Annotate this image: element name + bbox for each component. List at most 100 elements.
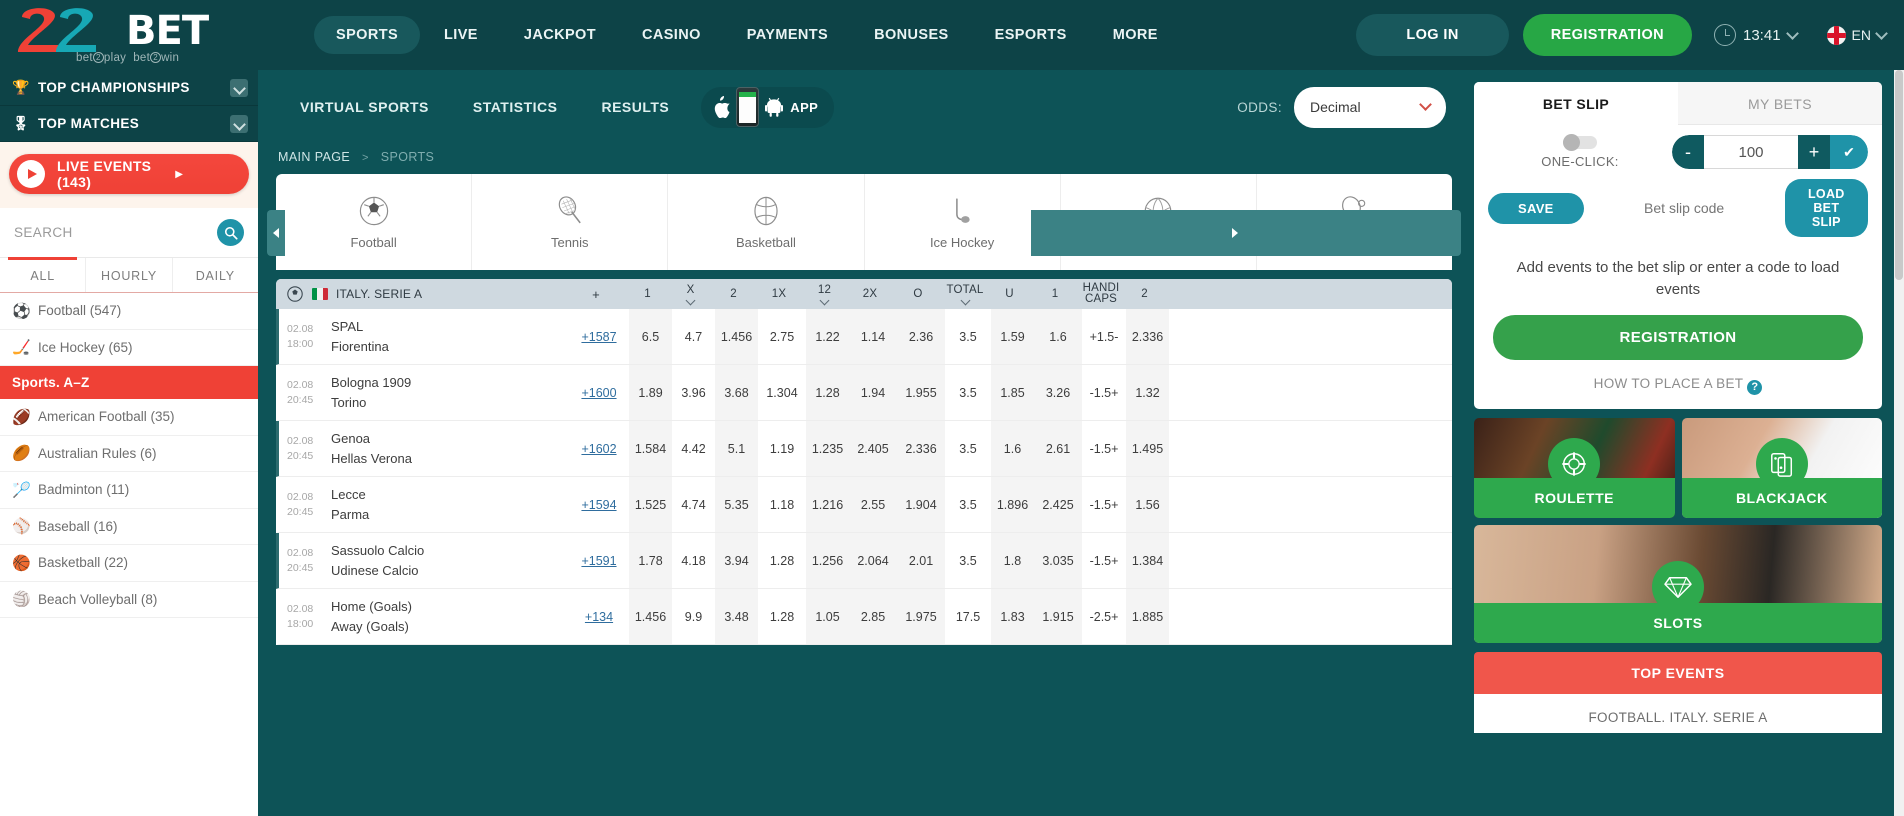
event-teams[interactable]: Sassuolo Calcio Udinese Calcio [331,533,569,588]
odd-cell[interactable]: 3.26 [1034,365,1082,420]
stake-confirm-button[interactable]: ✔ [1830,135,1868,169]
odd-cell[interactable]: 1.456 [629,589,672,644]
handicap-cell[interactable]: +1.5- [1089,329,1119,344]
odd-cell[interactable]: 2.336 [1126,309,1169,364]
top-events-first-item[interactable]: FOOTBALL. ITALY. SERIE A [1474,694,1882,733]
odd-cell[interactable]: 1.896 [991,477,1034,532]
odd-cell[interactable]: 1.885 [1126,589,1169,644]
login-button[interactable]: LOG IN [1356,14,1509,56]
save-button[interactable]: SAVE [1488,192,1584,224]
scrollbar-thumb[interactable] [1895,70,1903,280]
subnav-item-virtual-sports[interactable]: VIRTUAL SPORTS [300,99,429,115]
odd-cell[interactable]: 2.336 [897,421,945,476]
stake-increase-button[interactable]: + [1798,135,1830,169]
chevron-down-icon[interactable] [230,78,248,97]
odd-cell[interactable]: 1.384 [1126,533,1169,588]
search-input[interactable] [14,225,217,240]
nav-item-live[interactable]: LIVE [444,27,478,43]
breadcrumb-main-page[interactable]: MAIN PAGE [278,150,351,164]
sidebar-item-top-championships[interactable]: 🏆 TOP CHAMPIONSHIPS [0,70,258,106]
odd-cell[interactable]: 1.216 [806,477,849,532]
odd-cell[interactable]: 2.01 [897,533,945,588]
promo-card-roulette[interactable]: ROULETTE [1474,418,1675,518]
stake-value[interactable]: 100 [1704,135,1798,169]
language-selector[interactable]: EN [1826,25,1888,45]
nav-item-bonuses[interactable]: BONUSES [874,27,949,43]
sport-cell-basketball[interactable]: Basketball [668,174,865,270]
more-markets[interactable]: +1602 [581,441,617,456]
odds-format-select[interactable]: Decimal [1294,86,1446,128]
odd-cell[interactable]: 1.22 [806,309,849,364]
more-markets[interactable]: +1600 [581,385,617,400]
odd-cell[interactable]: 2.405 [849,421,897,476]
sport-cell-tennis[interactable]: Tennis [472,174,669,270]
total-cell[interactable]: 3.5 [959,553,977,568]
odd-cell[interactable]: 1.59 [991,309,1034,364]
strip-prev-button[interactable] [267,210,285,256]
odd-cell[interactable]: 3.035 [1034,533,1082,588]
odd-cell[interactable]: 9.9 [684,609,703,624]
nav-item-casino[interactable]: CASINO [641,27,701,43]
odd-cell[interactable]: 2.61 [1034,421,1082,476]
event-teams[interactable]: Lecce Parma [331,477,569,532]
odd-cell[interactable]: 2.85 [849,589,897,644]
more-markets[interactable]: +134 [584,609,614,624]
odd-cell[interactable]: 2.064 [849,533,897,588]
odd-cell[interactable]: 5.35 [715,477,758,532]
handicap-cell[interactable]: -1.5+ [1089,553,1119,568]
odd-cell[interactable]: 1.915 [1034,589,1082,644]
total-cell[interactable]: 3.5 [959,441,977,456]
handicap-cell[interactable]: -1.5+ [1089,441,1119,456]
load-bet-slip-button[interactable]: LOAD BET SLIP [1784,179,1868,237]
odd-cell[interactable]: 6.5 [629,309,672,364]
mobile-app-button[interactable]: APP [701,86,835,128]
sidebar-sport-beach-volleyball[interactable]: 🏐 Beach Volleyball (8) [0,582,258,618]
odd-cell[interactable]: 3.96 [681,385,706,400]
odd-cell[interactable]: 1.56 [1126,477,1169,532]
odd-cell[interactable]: 4.7 [684,329,703,344]
total-cell[interactable]: 3.5 [959,329,977,344]
odd-cell[interactable]: 1.525 [629,477,672,532]
odd-cell[interactable]: 1.8 [991,533,1034,588]
sidebar-item-top-matches[interactable]: 🎖 TOP MATCHES [0,106,258,142]
sidebar-sport-basketball[interactable]: 🏀 Basketball (22) [0,545,258,582]
bet-slip-registration-button[interactable]: REGISTRATION [1493,315,1863,360]
odd-cell[interactable]: 1.19 [769,441,795,456]
sidebar-sport-baseball[interactable]: ⚾ Baseball (16) [0,509,258,545]
clock-selector[interactable]: 13:41 [1714,24,1799,46]
stake-decrease-button[interactable]: - [1672,135,1704,169]
odd-cell[interactable]: 2.75 [769,329,795,344]
sidebar-sport-badminton[interactable]: 🏸 Badminton (11) [0,472,258,509]
odd-cell[interactable]: 5.1 [715,421,758,476]
tab-daily[interactable]: DAILY [195,269,235,283]
tab-bet-slip[interactable]: BET SLIP [1474,82,1678,125]
odd-cell[interactable]: 3.48 [715,589,758,644]
odd-cell[interactable]: 2.55 [849,477,897,532]
page-scrollbar[interactable] [1894,70,1904,816]
handicap-cell[interactable]: -2.5+ [1089,609,1119,624]
nav-item-more[interactable]: MORE [1112,27,1158,43]
odd-cell[interactable]: 2.425 [1034,477,1082,532]
more-markets[interactable]: +1594 [581,497,617,512]
live-events-button[interactable]: LIVE EVENTS (143) ▶ [9,154,249,194]
sport-cell-football[interactable]: Football [276,174,473,270]
odd-cell[interactable]: 1.304 [766,385,798,400]
league-header[interactable]: ITALY. SERIE A [276,285,566,303]
odd-cell[interactable]: 4.42 [681,441,706,456]
odd-cell[interactable]: 1.904 [897,477,945,532]
odd-cell[interactable]: 1.495 [1126,421,1169,476]
total-cell[interactable]: 3.5 [959,385,977,400]
promo-card-blackjack[interactable]: BLACKJACK [1681,418,1882,518]
event-teams[interactable]: Home (Goals) Away (Goals) [331,589,569,644]
odd-cell[interactable]: 1.28 [806,365,849,420]
top-events-header[interactable]: TOP EVENTS [1474,652,1882,694]
sidebar-sport-ice-hockey[interactable]: 🏒 Ice Hockey (65) [0,330,258,366]
odd-cell[interactable]: 1.32 [1126,365,1169,420]
odd-cell[interactable]: 1.456 [715,309,758,364]
odd-cell[interactable]: 1.28 [769,609,795,624]
odd-cell[interactable]: 1.28 [769,553,795,568]
subnav-item-results[interactable]: RESULTS [601,99,670,115]
subnav-item-statistics[interactable]: STATISTICS [472,99,558,115]
odd-cell[interactable]: 1.256 [806,533,849,588]
odd-cell[interactable]: 4.18 [681,553,706,568]
